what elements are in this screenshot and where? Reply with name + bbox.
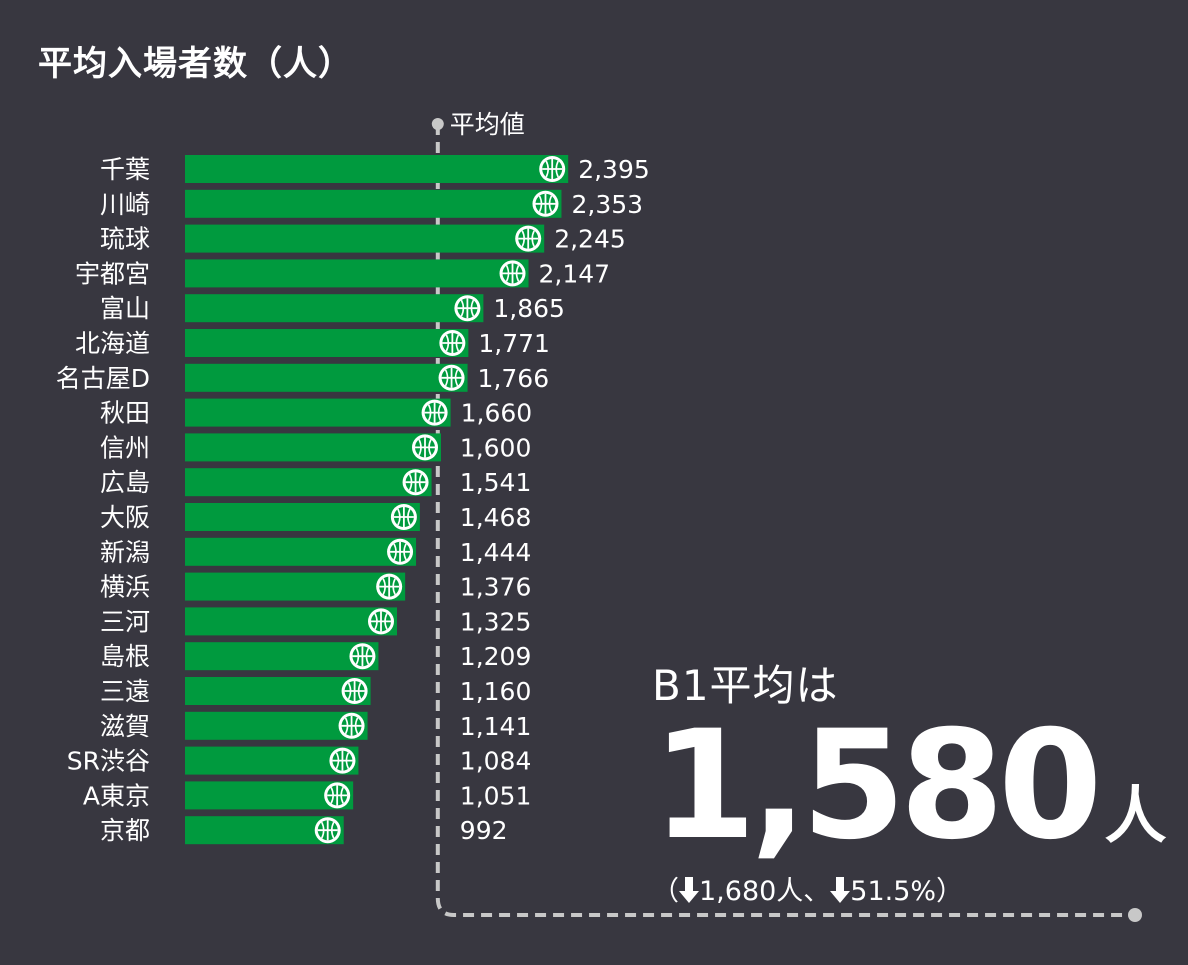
summary-value: 1,580 (652, 699, 1102, 873)
basketball-icon (454, 295, 481, 322)
bars-group: 千葉 2,395 川崎 2,353 琉球 2,245 宇都宮 2,147 富山 1,865 北海道 1… (56, 155, 650, 845)
summary-unit: 人 (1104, 779, 1167, 852)
value-label: 1,325 (460, 607, 532, 636)
down-arrow-icon (679, 877, 699, 903)
value-label: 2,395 (578, 155, 650, 184)
bar (185, 572, 406, 601)
value-label: 1,766 (478, 364, 550, 393)
category-label: 信州 (100, 433, 150, 462)
basketball-icon (349, 643, 376, 670)
category-label: 広島 (100, 468, 150, 497)
category-label: 大阪 (100, 503, 150, 532)
value-label: 2,353 (571, 190, 643, 219)
value-label: 1,084 (460, 747, 532, 776)
bar (185, 224, 545, 253)
bar (185, 363, 468, 392)
basketball-icon (376, 573, 403, 600)
previous-average: 1,680人、 (699, 876, 831, 907)
value-label: 992 (460, 816, 508, 845)
basketball-icon (387, 538, 414, 565)
change-percent: 51.5%） (850, 876, 964, 907)
category-label: 滋賀 (100, 712, 150, 741)
basketball-icon (329, 747, 356, 774)
category-label: A東京 (83, 781, 150, 810)
category-label: 琉球 (100, 225, 150, 254)
average-line-top-dot (431, 118, 444, 130)
summary-heading: B1平均は (652, 661, 839, 710)
bar (185, 259, 529, 288)
basketball-icon (515, 225, 542, 252)
basketball-icon (324, 782, 351, 809)
change-open-paren: （ (652, 876, 679, 907)
category-label: SR渋谷 (67, 747, 150, 776)
category-label: 三河 (100, 607, 150, 636)
basketball-icon (390, 504, 417, 530)
value-label: 1,600 (460, 433, 532, 462)
bar (185, 433, 441, 462)
bar (185, 398, 451, 427)
category-label: 千葉 (100, 155, 150, 184)
category-label: 新潟 (100, 538, 150, 567)
value-label: 1,160 (460, 677, 532, 706)
value-label: 1,444 (460, 538, 532, 567)
bar (185, 294, 484, 323)
basketball-icon (439, 330, 466, 356)
summary-panel: B1平均は 1,580 人 （ 1,680人、 51.5%） (652, 652, 1172, 908)
bar (185, 189, 562, 218)
category-label: 京都 (100, 816, 150, 845)
category-label: 宇都宮 (75, 259, 150, 288)
bar (185, 503, 420, 531)
value-label: 1,541 (460, 468, 532, 497)
category-label: 川崎 (100, 190, 150, 219)
basketball-icon (532, 190, 559, 217)
basketball-icon (412, 434, 438, 461)
value-label: 1,865 (493, 294, 565, 323)
basketball-icon (314, 817, 341, 844)
average-line-end-dot (1128, 908, 1142, 922)
value-label: 1,660 (461, 399, 533, 428)
basketball-icon (499, 260, 526, 287)
summary-number-row: 1,580 人 (652, 711, 1172, 861)
bar (185, 329, 469, 357)
basketball-icon (539, 156, 566, 182)
category-label: 秋田 (100, 399, 150, 428)
value-label: 2,147 (539, 259, 611, 288)
summary-change: （ 1,680人、 51.5%） (652, 869, 1172, 908)
category-label: 横浜 (100, 573, 150, 602)
category-label: 北海道 (75, 329, 150, 358)
bar (185, 642, 379, 671)
category-label: 島根 (100, 642, 150, 671)
bar (185, 155, 569, 183)
chart-title: 平均入場者数（人） (38, 44, 353, 84)
category-label: 富山 (100, 294, 150, 323)
bar (185, 468, 432, 497)
value-label: 1,376 (460, 573, 532, 602)
bar (185, 607, 397, 636)
basketball-icon (341, 678, 368, 704)
basketball-icon (402, 469, 429, 496)
average-label: 平均値 (450, 110, 525, 139)
bar (185, 711, 368, 740)
bar (185, 677, 371, 705)
category-label: 三遠 (100, 677, 150, 706)
basketball-icon (338, 712, 365, 739)
category-label: 名古屋D (56, 364, 150, 393)
value-label: 1,051 (460, 781, 532, 810)
value-label: 1,468 (460, 503, 532, 532)
value-label: 1,771 (478, 329, 550, 358)
value-label: 1,141 (460, 712, 532, 741)
basketball-icon (438, 364, 465, 391)
value-label: 2,245 (554, 225, 626, 254)
basketball-icon (421, 399, 448, 426)
value-label: 1,209 (460, 642, 532, 671)
bar (185, 537, 417, 566)
average-connector-line (435, 897, 1135, 917)
basketball-icon (368, 608, 394, 635)
down-arrow-icon (830, 877, 851, 903)
